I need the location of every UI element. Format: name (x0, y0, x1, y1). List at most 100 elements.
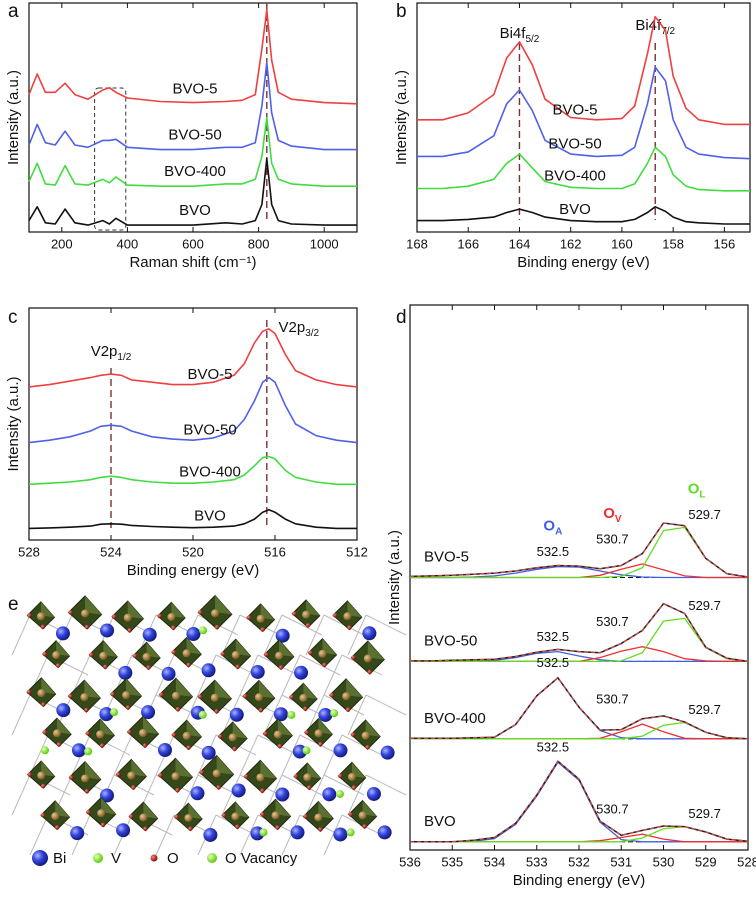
bi-atom (380, 745, 395, 760)
v-atom (182, 731, 191, 740)
x-tick-label: 200 (51, 236, 73, 251)
bond (29, 734, 49, 776)
bond (305, 774, 325, 816)
x-tick-label: 166 (457, 236, 479, 251)
v-atom (171, 691, 180, 700)
vo4-face (175, 758, 193, 778)
o-atom (278, 665, 284, 670)
series-label: BVO (194, 507, 226, 524)
v-atom (81, 609, 90, 618)
bond (11, 614, 31, 656)
o-atom (127, 729, 132, 735)
o-atom (89, 652, 94, 658)
x-axis-label: Binding energy (eV) (127, 562, 260, 579)
o-atom (318, 827, 323, 832)
vo4-face (55, 800, 70, 818)
peak-position-label: 529.7 (688, 702, 721, 717)
bond (11, 694, 31, 736)
bond (347, 774, 367, 816)
o-atom (275, 825, 280, 830)
spectrum-line (28, 328, 358, 388)
vo4-face (307, 763, 321, 779)
o-atom (116, 772, 121, 777)
bi-atom (366, 786, 381, 801)
peak-annotation-main: V2p (278, 319, 305, 336)
o-atom (345, 707, 351, 712)
bond (239, 734, 259, 776)
v-atom (182, 649, 191, 658)
peak-position-label: 532.5 (537, 740, 570, 755)
bi-atom (318, 707, 333, 722)
peak-position-label: 530.7 (596, 614, 629, 629)
v-atom (271, 811, 280, 820)
v-atom (142, 652, 151, 661)
series-label: BVO (559, 201, 591, 218)
vo4-face (131, 759, 147, 777)
x-tick-label: 164 (509, 236, 531, 251)
vo4-face (260, 760, 277, 779)
bi-atom (56, 703, 71, 718)
o-atom (244, 774, 249, 779)
vo4-face (56, 640, 70, 657)
o-atom (41, 702, 46, 707)
o-atom (143, 826, 148, 831)
peak-position-label: 529.7 (688, 507, 721, 522)
component-name: OV (603, 505, 622, 525)
x-axis-label: Binding energy (eV) (513, 872, 646, 889)
bond (263, 694, 283, 736)
vo4-face (235, 639, 251, 656)
x-tick-label: 531 (610, 854, 632, 869)
vo4-face (351, 762, 366, 778)
o-atom (293, 774, 299, 779)
bond (347, 694, 367, 736)
bi-atom (362, 626, 377, 641)
series-label: BVO-50 (183, 422, 236, 439)
v-atom (318, 649, 327, 658)
vo4-face (56, 718, 72, 735)
o-atom (292, 611, 297, 616)
bond (323, 814, 343, 856)
panel-letter: b (396, 1, 407, 22)
bi-atom (157, 743, 172, 758)
vo4-face (101, 797, 116, 815)
bi-atom (377, 825, 392, 840)
x-tick-label: 600 (182, 236, 204, 251)
plot-frame (416, 2, 751, 233)
bi-atom (70, 826, 85, 841)
peak-annotation: Bi4f7/2 (635, 17, 675, 37)
o-vacancy (40, 746, 49, 755)
bond (365, 774, 407, 796)
peak-annotation-main: V2p (91, 343, 118, 360)
o-atom (348, 812, 353, 817)
o-atom (40, 783, 46, 789)
o-atom (127, 628, 132, 633)
o-atom (362, 824, 367, 829)
bond (323, 654, 343, 696)
o-atom (27, 772, 32, 777)
bi-atom (273, 707, 288, 722)
legend-label: O (167, 850, 179, 867)
bi-atom (294, 665, 309, 680)
peak-position-label: 532.5 (537, 629, 570, 644)
legend-swatch (32, 850, 48, 866)
v-atom (96, 730, 105, 739)
vo4-face (275, 799, 291, 817)
vo4-face (175, 678, 193, 697)
bi-atom (190, 786, 205, 801)
vo4-face (232, 722, 248, 739)
o-atom (42, 730, 48, 735)
o-atom (42, 651, 47, 657)
o-atom (99, 743, 105, 748)
o-atom (157, 613, 162, 619)
peak-position-label: 530.7 (596, 802, 629, 817)
v-atom (358, 811, 367, 820)
v-atom (299, 693, 308, 702)
v-atom (184, 813, 193, 822)
o-atom (69, 775, 74, 780)
o-atom (100, 822, 106, 827)
v-atom (231, 650, 240, 659)
vo4-face (100, 719, 115, 736)
spectrum-line (28, 9, 358, 105)
vo4-face (322, 638, 337, 655)
o-vacancy (346, 828, 355, 837)
